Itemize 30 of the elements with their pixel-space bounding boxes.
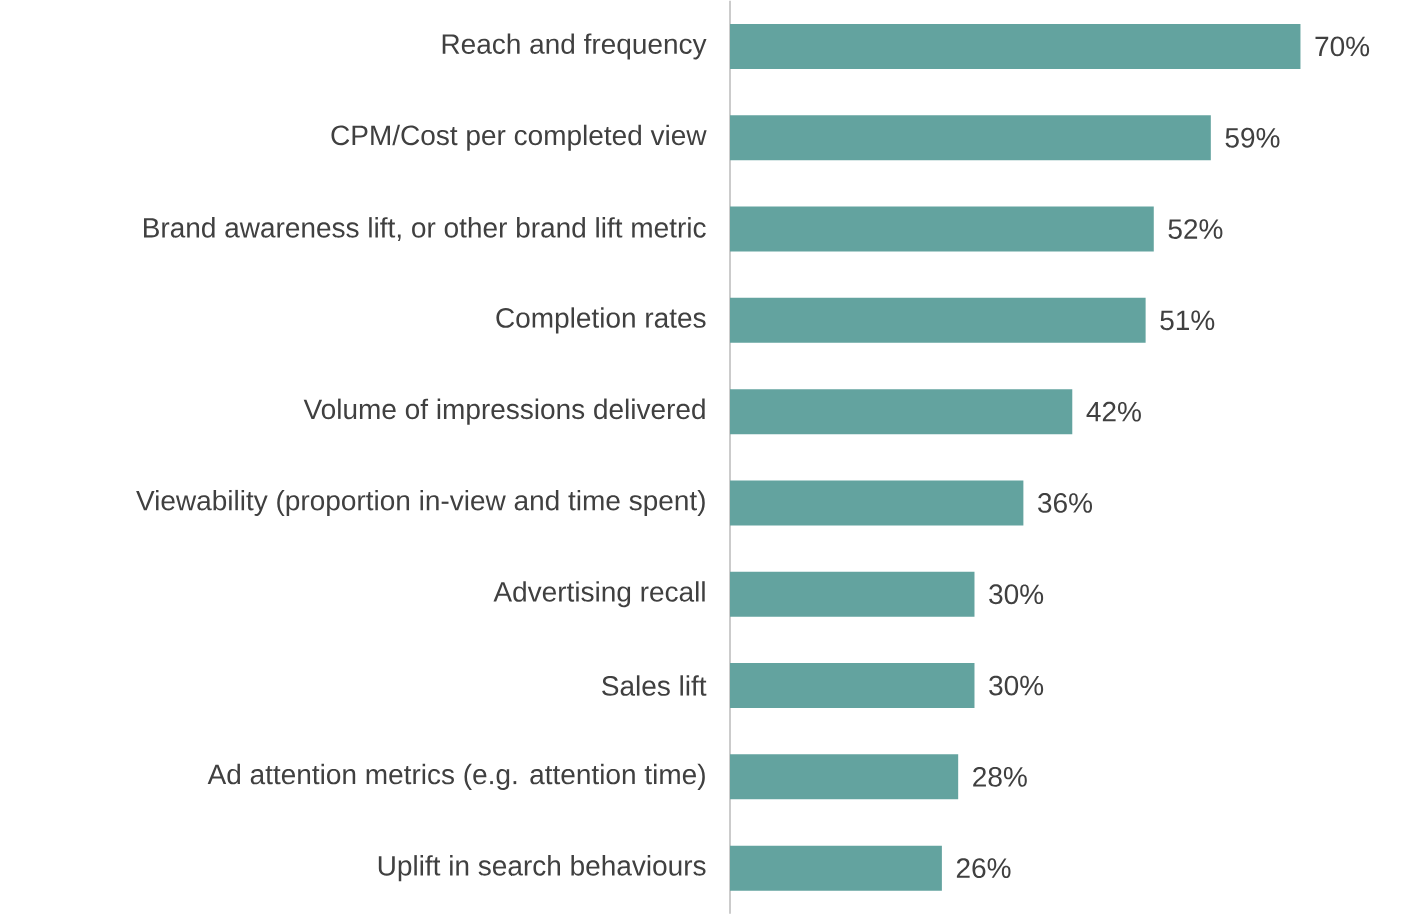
- bar: [730, 389, 1073, 435]
- bar: [730, 571, 975, 617]
- bar: [730, 298, 1146, 344]
- bar: [730, 845, 942, 891]
- y-tick-label: Ad attention metrics (e.g. attention time): [207, 764, 705, 791]
- data-label: 42%: [1086, 402, 1141, 422]
- y-tick-label: Volume of impressions delivered: [303, 398, 705, 425]
- bar: [730, 480, 1024, 526]
- y-tick-label: Uplift in search behaviours: [378, 855, 706, 882]
- y-tick-label: Advertising recall: [493, 581, 705, 608]
- data-label: 59%: [1225, 128, 1280, 148]
- y-tick-label: Reach and frequency: [442, 33, 707, 60]
- bar: [730, 24, 1301, 70]
- data-label: 52%: [1168, 219, 1223, 240]
- data-label: 70%: [1315, 36, 1370, 57]
- data-label: 30%: [989, 584, 1044, 605]
- data-label: 28%: [973, 767, 1027, 787]
- bar: [730, 206, 1154, 252]
- bar: [730, 663, 975, 709]
- y-tick-label: Completion rates: [496, 307, 706, 334]
- y-tick-label: Brand awareness lift, or other brand lift metric: [144, 217, 706, 242]
- bar: [730, 754, 959, 800]
- data-label: 51%: [1160, 310, 1215, 331]
- data-label: 36%: [1038, 493, 1093, 514]
- bar: [730, 115, 1211, 161]
- y-tick-label: CPM/Cost per completed view: [331, 124, 707, 152]
- y-tick-label: Viewability (proportion in-view and time spent): [136, 490, 705, 517]
- data-label: 26%: [956, 858, 1011, 879]
- y-tick-label: Sales lift: [602, 675, 707, 697]
- data-label: 30%: [989, 675, 1044, 696]
